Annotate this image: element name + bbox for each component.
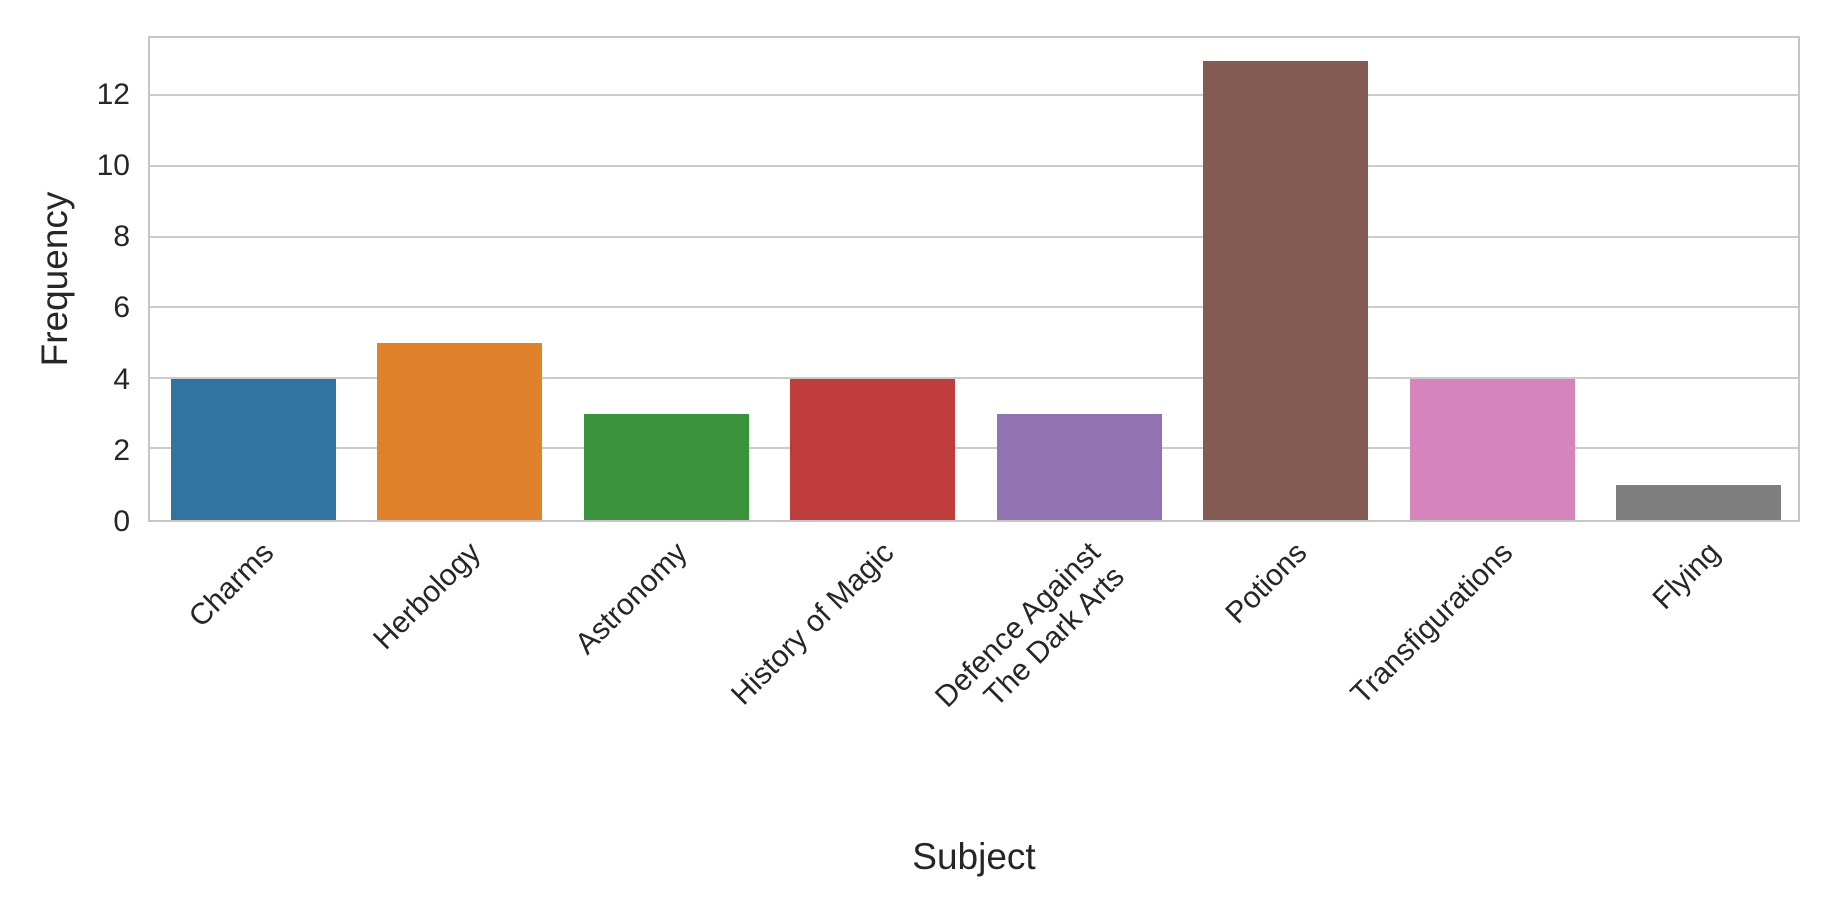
bar-transfigurations: [1409, 378, 1575, 520]
gridline-y-10: [150, 164, 1798, 167]
ytick-label-8: 8: [113, 220, 130, 254]
ytick-label-6: 6: [113, 291, 130, 325]
ytick-label-0: 0: [113, 505, 130, 538]
ytick-label-4: 4: [113, 362, 130, 396]
bar-defence-against-the-dark-arts: [996, 414, 1162, 520]
bar-potions: [1203, 60, 1369, 520]
ytick-label-2: 2: [113, 433, 130, 467]
xtick-label: Flying: [1646, 536, 1727, 616]
xtick-label: History of Magic: [724, 536, 901, 712]
gridline-y-12: [150, 94, 1798, 97]
gridline-y-6: [150, 306, 1798, 309]
xtick-label: Astronomy: [568, 536, 694, 661]
xtick-label: Herbology: [367, 536, 488, 657]
y-axis-label: Frequency: [34, 191, 75, 367]
gridline-y-8: [150, 235, 1798, 238]
gridline-y-2: [150, 447, 1798, 450]
xtick-label: Potions: [1218, 536, 1314, 631]
bar-charms: [170, 378, 336, 520]
gridline-y-4: [150, 376, 1798, 379]
ytick-label-12: 12: [96, 77, 130, 111]
xtick-label: Charms: [182, 536, 281, 634]
bar-history-of-magic: [790, 378, 956, 520]
xtick-label: Defence Against The Dark Arts: [928, 536, 1131, 714]
plot-area: [148, 36, 1800, 522]
ytick-label-10: 10: [96, 148, 130, 182]
xtick-label: Transfigurations: [1344, 536, 1520, 711]
bar-astronomy: [583, 414, 749, 520]
x-axis-label: Subject: [912, 836, 1036, 877]
bar-flying: [1616, 484, 1782, 520]
bar-herbology: [377, 343, 543, 520]
